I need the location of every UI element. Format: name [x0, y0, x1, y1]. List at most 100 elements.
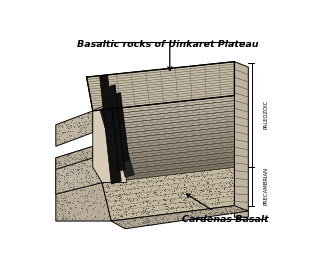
Point [54, 176, 59, 180]
Point [84, 156, 89, 160]
Point [87, 131, 92, 135]
Point [87, 204, 92, 208]
Point [120, 179, 125, 183]
Point [80, 209, 85, 213]
Point [83, 155, 88, 159]
Point [141, 220, 146, 224]
Point [68, 165, 74, 169]
Point [70, 191, 75, 195]
Point [178, 193, 184, 197]
Point [126, 178, 131, 182]
Point [182, 198, 187, 202]
Point [156, 201, 161, 205]
Point [88, 117, 93, 122]
Point [222, 185, 227, 189]
Point [78, 164, 83, 168]
Point [210, 204, 215, 209]
Polygon shape [100, 152, 235, 172]
Point [153, 216, 158, 220]
Point [228, 178, 233, 183]
Point [127, 218, 132, 223]
Point [174, 214, 179, 218]
Point [120, 219, 125, 224]
Point [197, 181, 202, 185]
Point [86, 116, 91, 121]
Point [225, 210, 230, 214]
Point [230, 170, 236, 175]
Point [74, 186, 80, 190]
Point [54, 143, 59, 147]
Polygon shape [97, 126, 235, 147]
Point [58, 198, 63, 202]
Point [218, 192, 223, 196]
Point [210, 212, 216, 216]
Point [172, 188, 177, 192]
Point [68, 136, 73, 140]
Point [176, 192, 181, 196]
Point [212, 195, 217, 200]
Point [85, 168, 90, 173]
Point [124, 211, 129, 216]
Point [90, 157, 95, 161]
Point [57, 190, 62, 194]
Point [61, 213, 66, 217]
Point [144, 211, 149, 215]
Point [90, 163, 95, 167]
Point [84, 146, 89, 150]
Point [76, 180, 81, 184]
Point [191, 211, 196, 215]
Point [200, 174, 205, 178]
Point [133, 218, 138, 222]
Point [220, 172, 225, 176]
Point [69, 169, 74, 174]
Point [149, 223, 154, 227]
Point [100, 181, 105, 185]
Point [84, 199, 89, 203]
Polygon shape [56, 183, 111, 221]
Point [156, 221, 161, 225]
Point [68, 169, 73, 173]
Point [188, 194, 193, 199]
Point [185, 215, 190, 219]
Point [88, 121, 93, 125]
Point [65, 203, 70, 207]
Point [207, 210, 212, 215]
Point [191, 214, 197, 218]
Point [119, 222, 124, 226]
Point [74, 161, 79, 166]
Point [90, 123, 95, 127]
Point [134, 198, 139, 202]
Point [87, 155, 92, 159]
Point [61, 174, 66, 178]
Point [58, 142, 63, 146]
Point [77, 154, 82, 158]
Point [88, 175, 94, 180]
Point [188, 213, 193, 218]
Point [54, 185, 59, 190]
Point [83, 176, 88, 180]
Point [116, 221, 121, 226]
Point [193, 190, 198, 194]
Point [68, 167, 73, 171]
Point [74, 158, 79, 163]
Point [169, 205, 174, 209]
Point [124, 196, 129, 200]
Point [216, 183, 221, 187]
Point [136, 209, 141, 214]
Point [68, 152, 73, 156]
Point [204, 179, 209, 183]
Point [171, 185, 177, 189]
Point [94, 166, 99, 170]
Point [61, 202, 66, 207]
Point [214, 202, 219, 206]
Point [119, 216, 124, 221]
Point [81, 149, 86, 153]
Point [56, 179, 61, 184]
Point [230, 188, 235, 193]
Point [81, 195, 86, 199]
Point [64, 177, 69, 181]
Point [86, 112, 91, 116]
Point [68, 184, 73, 189]
Point [119, 204, 124, 208]
Point [58, 162, 63, 166]
